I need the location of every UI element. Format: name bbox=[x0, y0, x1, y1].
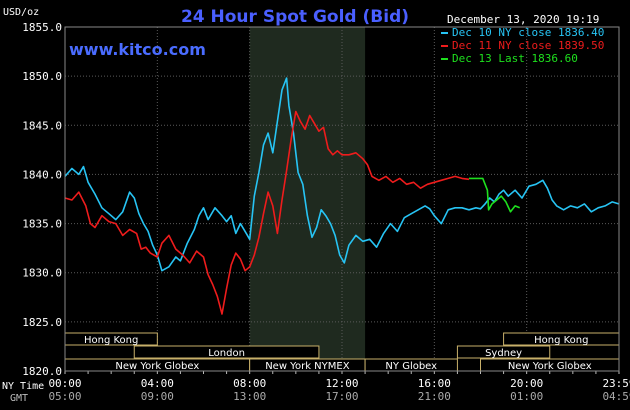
x-tick-label-ny: 08:00 bbox=[233, 377, 266, 390]
x-tick-label-gmt: 21:00 bbox=[418, 390, 451, 403]
session-label: NY Globex bbox=[385, 361, 437, 372]
session-bar-box bbox=[133, 345, 320, 359]
x-tick-label-gmt: 17:00 bbox=[325, 390, 358, 403]
session-bar: London bbox=[133, 345, 320, 359]
x-tick-label-ny: 12:00 bbox=[325, 377, 358, 390]
website-label[interactable]: www.kitco.com bbox=[69, 40, 206, 59]
plot-frame bbox=[64, 26, 620, 372]
y-tick-label: 1830.0 bbox=[22, 267, 62, 280]
session-label: New York Globex bbox=[115, 361, 199, 372]
y-tick-label: 1850.0 bbox=[22, 70, 62, 83]
series-line-1 bbox=[64, 110, 470, 315]
session-bar: Hong Kong bbox=[64, 332, 158, 346]
series-line-0 bbox=[64, 77, 620, 272]
session-label: Hong Kong bbox=[84, 335, 138, 346]
ny-time-row-label: NY Time bbox=[2, 381, 44, 392]
x-tick-label-ny: 20:00 bbox=[510, 377, 543, 390]
y-tick-label: 1825.0 bbox=[22, 316, 62, 329]
nymex-session-shade bbox=[249, 27, 366, 371]
y-unit-label: USD/oz bbox=[3, 7, 39, 18]
gmt-row-label: GMT bbox=[10, 393, 28, 404]
x-tick-label-ny: 16:00 bbox=[418, 377, 451, 390]
session-label: Sydney bbox=[485, 348, 522, 359]
session-bar: NY Globex bbox=[364, 358, 458, 372]
series-line-2 bbox=[469, 177, 521, 213]
legend-entry: Dec 11 NY close 1839.50 bbox=[452, 39, 604, 52]
x-tick-label-gmt: 09:00 bbox=[141, 390, 174, 403]
x-tick-label-ny: 04:00 bbox=[141, 377, 174, 390]
x-tick-label-gmt: 13:00 bbox=[233, 390, 266, 403]
session-bar: New York Globex bbox=[64, 358, 251, 372]
x-tick-label-gmt: 01:00 bbox=[510, 390, 543, 403]
session-bar: New York NYMEX bbox=[249, 358, 366, 372]
session-label: Hong Kong bbox=[534, 335, 588, 346]
session-bar: New York Globex bbox=[480, 358, 620, 372]
session-bar: Hong Kong bbox=[503, 332, 620, 346]
legend-entry: Dec 10 NY close 1836.40 bbox=[452, 26, 604, 39]
x-tick-label-ny: 23:59 bbox=[602, 377, 630, 390]
timestamp: December 13, 2020 19:19 bbox=[447, 13, 599, 26]
y-tick-label: 1845.0 bbox=[22, 119, 62, 132]
y-tick-label: 1835.0 bbox=[22, 218, 62, 231]
session-label: London bbox=[208, 348, 245, 359]
session-label: New York Globex bbox=[508, 361, 592, 372]
session-bar: Sydney bbox=[456, 345, 551, 359]
y-tick-label: 1820.0 bbox=[22, 365, 62, 378]
x-tick-label-ny: 00:00 bbox=[48, 377, 81, 390]
y-tick-label: 1855.0 bbox=[22, 21, 62, 34]
x-tick-label-gmt: 05:00 bbox=[48, 390, 81, 403]
x-tick-label-gmt: 04:59 bbox=[602, 390, 630, 403]
legend-entry: Dec 13 Last 1836.60 bbox=[452, 52, 578, 65]
session-bar-box bbox=[456, 345, 551, 359]
chart-title: 24 Hour Spot Gold (Bid) bbox=[181, 7, 409, 27]
y-tick-label: 1840.0 bbox=[22, 168, 62, 181]
session-label: New York NYMEX bbox=[265, 361, 350, 372]
